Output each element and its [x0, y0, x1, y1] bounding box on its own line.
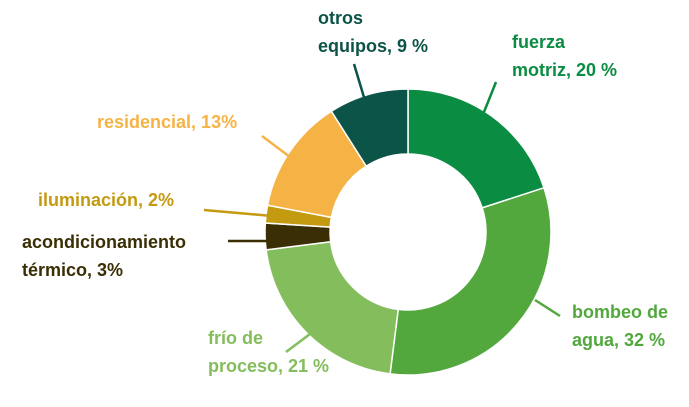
- slice: [265, 240, 400, 375]
- slice: [407, 88, 545, 209]
- slice-label: fuerza motriz, 20 %: [512, 32, 617, 80]
- slice-label: otros equipos, 9 %: [318, 8, 428, 56]
- label-line: proceso, 21 %: [208, 356, 329, 376]
- label-line: fuerza: [512, 32, 566, 52]
- label-line: térmico, 3%: [22, 260, 123, 280]
- slice-label: acondicionamiento térmico, 3%: [22, 232, 186, 280]
- label-line: otros: [318, 8, 363, 28]
- leader-line: [261, 135, 295, 161]
- label-line: residencial, 13%: [97, 112, 237, 132]
- leader-line: [203, 208, 273, 218]
- label-line: motriz, 20 %: [512, 60, 617, 80]
- slice: [389, 186, 552, 376]
- slice: [330, 88, 409, 168]
- leader-line: [352, 63, 368, 105]
- slice-label: iluminación, 2%: [38, 190, 174, 210]
- label-line: bombeo de: [572, 302, 668, 322]
- label-line: equipos, 9 %: [318, 36, 428, 56]
- slice-label: frío de proceso, 21 %: [208, 328, 329, 376]
- label-line: iluminación, 2%: [38, 190, 174, 210]
- leader-line: [285, 327, 319, 353]
- slice-label: bombeo de agua, 32 %: [572, 302, 668, 350]
- leader-line: [534, 298, 561, 318]
- label-line: frío de: [208, 328, 263, 348]
- label-line: acondicionamiento: [22, 232, 186, 252]
- label-line: agua, 32 %: [572, 330, 665, 350]
- leader-line: [482, 81, 498, 113]
- slice-label: residencial, 13%: [97, 112, 237, 132]
